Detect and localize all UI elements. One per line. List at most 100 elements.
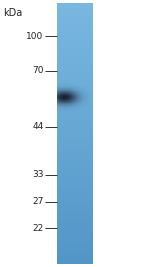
Bar [57, 204, 93, 207]
Bar [57, 257, 93, 259]
Text: 22: 22 [32, 224, 44, 233]
Bar [57, 139, 93, 141]
Bar [57, 18, 93, 21]
Bar [57, 55, 93, 58]
Bar [57, 123, 93, 126]
Bar [57, 225, 93, 228]
Bar [57, 157, 93, 160]
Bar [57, 254, 93, 257]
Bar [57, 222, 93, 225]
Bar [57, 230, 93, 233]
Bar [57, 5, 93, 8]
Bar [57, 175, 93, 178]
Bar [57, 196, 93, 199]
Bar [57, 152, 93, 154]
Bar [57, 238, 93, 241]
Bar [57, 228, 93, 230]
Bar [57, 178, 93, 180]
Bar [57, 65, 93, 68]
Bar [57, 50, 93, 52]
Bar [57, 209, 93, 212]
Bar [57, 52, 93, 55]
Bar [57, 105, 93, 107]
Bar [57, 26, 93, 29]
Bar [57, 32, 93, 34]
Bar [57, 173, 93, 175]
Text: 27: 27 [32, 197, 44, 206]
Bar [57, 147, 93, 149]
Bar [57, 37, 93, 39]
Bar [57, 60, 93, 63]
Bar [57, 126, 93, 128]
Bar [57, 78, 93, 81]
Bar [57, 244, 93, 246]
Bar [57, 68, 93, 71]
Text: 44: 44 [32, 122, 44, 131]
Bar [57, 144, 93, 147]
Bar [57, 194, 93, 196]
Bar [57, 233, 93, 235]
Bar [57, 100, 93, 102]
Bar [57, 183, 93, 186]
Bar [57, 259, 93, 262]
Bar [57, 251, 93, 254]
Bar [57, 131, 93, 134]
Bar [57, 89, 93, 92]
Bar [57, 262, 93, 264]
Bar [57, 246, 93, 249]
Bar [57, 191, 93, 194]
Bar [57, 162, 93, 165]
Bar [57, 128, 93, 131]
Bar [57, 23, 93, 26]
Bar [57, 94, 93, 97]
Bar [57, 76, 93, 78]
Bar [57, 115, 93, 118]
Bar [57, 107, 93, 110]
Bar [57, 58, 93, 60]
Bar [57, 170, 93, 173]
Bar [57, 212, 93, 215]
Bar [57, 63, 93, 65]
Bar [57, 92, 93, 94]
Bar [57, 45, 93, 47]
Bar [57, 10, 93, 13]
Bar [57, 154, 93, 157]
Bar [57, 8, 93, 10]
Bar [57, 34, 93, 37]
Bar [57, 180, 93, 183]
Bar [57, 134, 93, 136]
Bar [57, 165, 93, 167]
Bar [57, 207, 93, 209]
Bar [57, 84, 93, 87]
Bar [57, 217, 93, 220]
Bar [57, 73, 93, 76]
Bar [57, 29, 93, 32]
Bar [57, 21, 93, 23]
Bar [57, 42, 93, 45]
Bar [57, 97, 93, 100]
Bar [57, 220, 93, 222]
Text: kDa: kDa [3, 8, 22, 18]
Bar [57, 3, 93, 5]
Bar [57, 47, 93, 50]
Bar [57, 202, 93, 204]
Bar [57, 16, 93, 18]
Bar [57, 113, 93, 115]
Bar [57, 81, 93, 84]
Bar [57, 141, 93, 144]
Bar [57, 167, 93, 170]
Bar [57, 71, 93, 73]
Bar [57, 199, 93, 202]
Bar [57, 186, 93, 189]
Bar [57, 87, 93, 89]
Bar [57, 249, 93, 251]
Bar [57, 235, 93, 238]
Text: 33: 33 [32, 170, 44, 179]
Bar [57, 120, 93, 123]
Bar [57, 110, 93, 113]
Bar [57, 136, 93, 139]
Bar [57, 39, 93, 42]
Bar [57, 13, 93, 16]
Bar [57, 215, 93, 217]
Bar [57, 118, 93, 120]
